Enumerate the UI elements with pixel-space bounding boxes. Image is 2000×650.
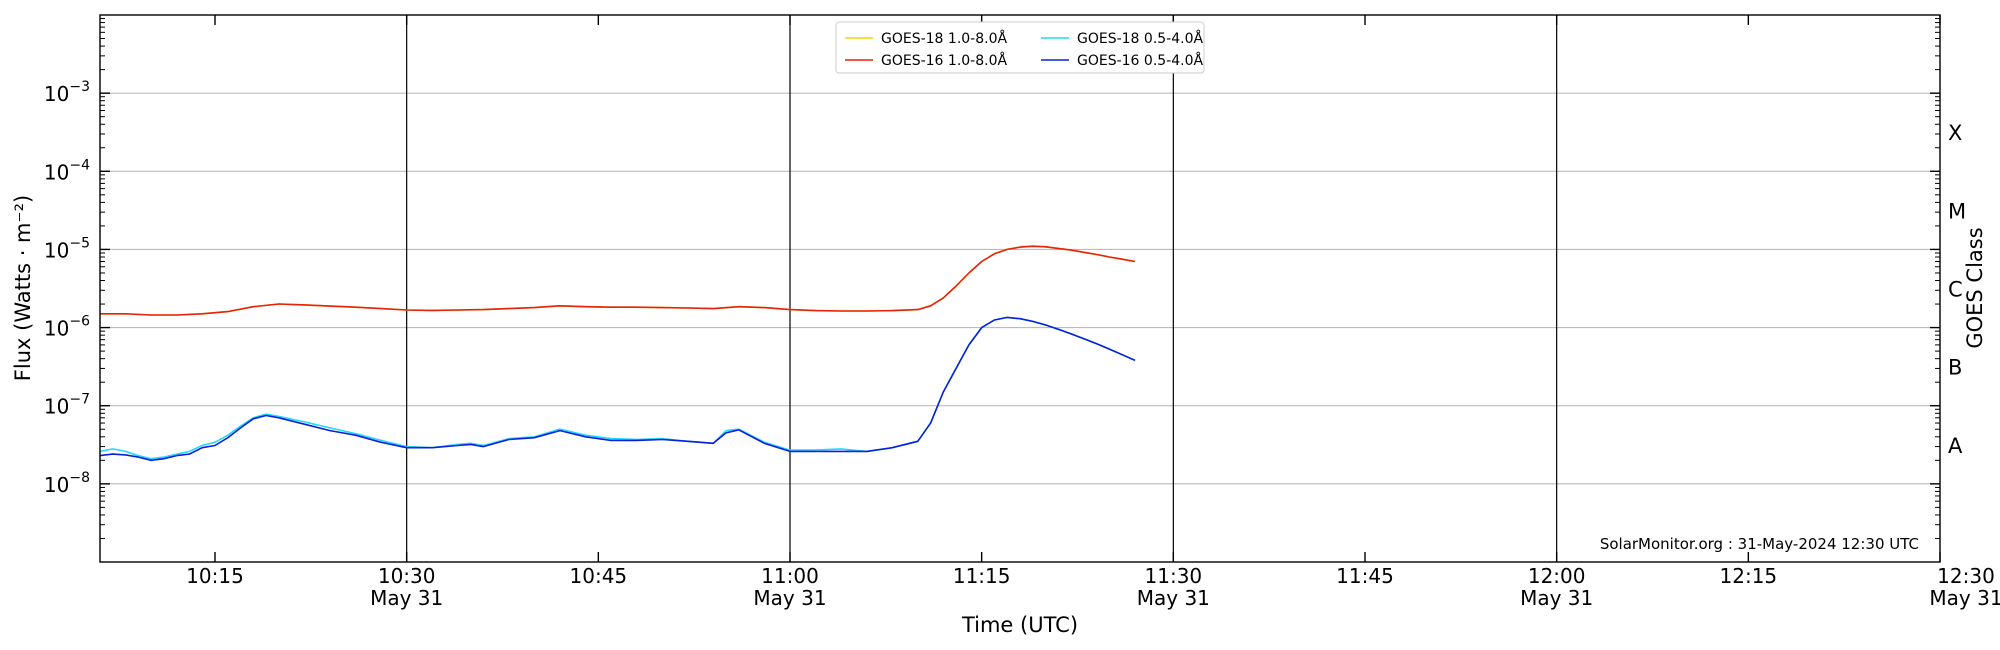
y-tick-label: 10−6 xyxy=(44,314,90,341)
credit-text: SolarMonitor.org : 31-May-2024 12:30 UTC xyxy=(1600,535,1919,553)
goes-class-label-a: A xyxy=(1948,434,1963,458)
x-tick-label: 12:00 xyxy=(1528,564,1586,588)
x-tick-date-label: May 31 xyxy=(1137,586,1210,610)
x-tick-label: 11:30 xyxy=(1145,564,1203,588)
legend-label: GOES-16 1.0-8.0Å xyxy=(881,52,1007,69)
x-tick-label: 11:45 xyxy=(1336,564,1394,588)
y-axis-title: Flux (Watts · m⁻²) xyxy=(11,195,35,381)
goes-class-label-x: X xyxy=(1948,121,1962,145)
x-tick-label: 11:15 xyxy=(953,564,1011,588)
legend: GOES-18 1.0-8.0Å GOES-16 1.0-8.0Å GOES-18 … xyxy=(835,21,1205,74)
x-tick-date-label: May 31 xyxy=(1520,586,1593,610)
goes-class-label-c: C xyxy=(1948,278,1963,302)
y-tick-label: 10−3 xyxy=(44,79,90,106)
x-tick-label: 10:15 xyxy=(186,564,244,588)
x-tick-label: 12:30 xyxy=(1937,564,1995,588)
goes-class-label-b: B xyxy=(1948,356,1962,380)
legend-label: GOES-18 0.5-4.0Å xyxy=(1077,30,1203,47)
x-tick-date-label: May 31 xyxy=(1929,586,2000,610)
x-axis-title: Time (UTC) xyxy=(961,613,1078,637)
y-tick-label: 10−7 xyxy=(44,392,90,419)
series-line-3 xyxy=(99,316,1136,462)
goes-class-axis: A B C M X xyxy=(1948,121,1966,458)
y-axis: 10−8 10−7 10−6 10−5 10−4 10−3 xyxy=(44,18,1940,539)
y-tick-label: 10−4 xyxy=(44,157,90,184)
legend-box xyxy=(835,21,1205,74)
goes-class-title: GOES Class xyxy=(1963,227,1987,348)
x-tick-date-label: May 31 xyxy=(370,586,443,610)
y-tick-label: 10−5 xyxy=(44,235,90,262)
x-tick-date-label: May 31 xyxy=(753,586,826,610)
series-line-2 xyxy=(100,245,1136,316)
vertical-time-markers xyxy=(406,15,1558,562)
y-tick-label: 10−8 xyxy=(44,470,90,497)
x-tick-label: 11:00 xyxy=(761,564,819,588)
data-series xyxy=(99,245,1136,462)
x-tick-label: 12:15 xyxy=(1720,564,1778,588)
legend-label: GOES-16 0.5-4.0Å xyxy=(1077,52,1203,69)
goes-class-label-m: M xyxy=(1948,199,1966,223)
legend-label: GOES-18 1.0-8.0Å xyxy=(881,30,1007,47)
x-tick-label: 10:30 xyxy=(378,564,436,588)
x-tick-label: 10:45 xyxy=(570,564,628,588)
plot-frame xyxy=(99,14,1941,563)
